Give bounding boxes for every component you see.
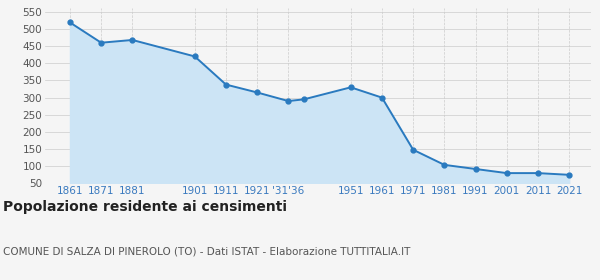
Text: COMUNE DI SALZA DI PINEROLO (TO) - Dati ISTAT - Elaborazione TUTTITALIA.IT: COMUNE DI SALZA DI PINEROLO (TO) - Dati … — [3, 246, 410, 256]
Text: Popolazione residente ai censimenti: Popolazione residente ai censimenti — [3, 200, 287, 214]
